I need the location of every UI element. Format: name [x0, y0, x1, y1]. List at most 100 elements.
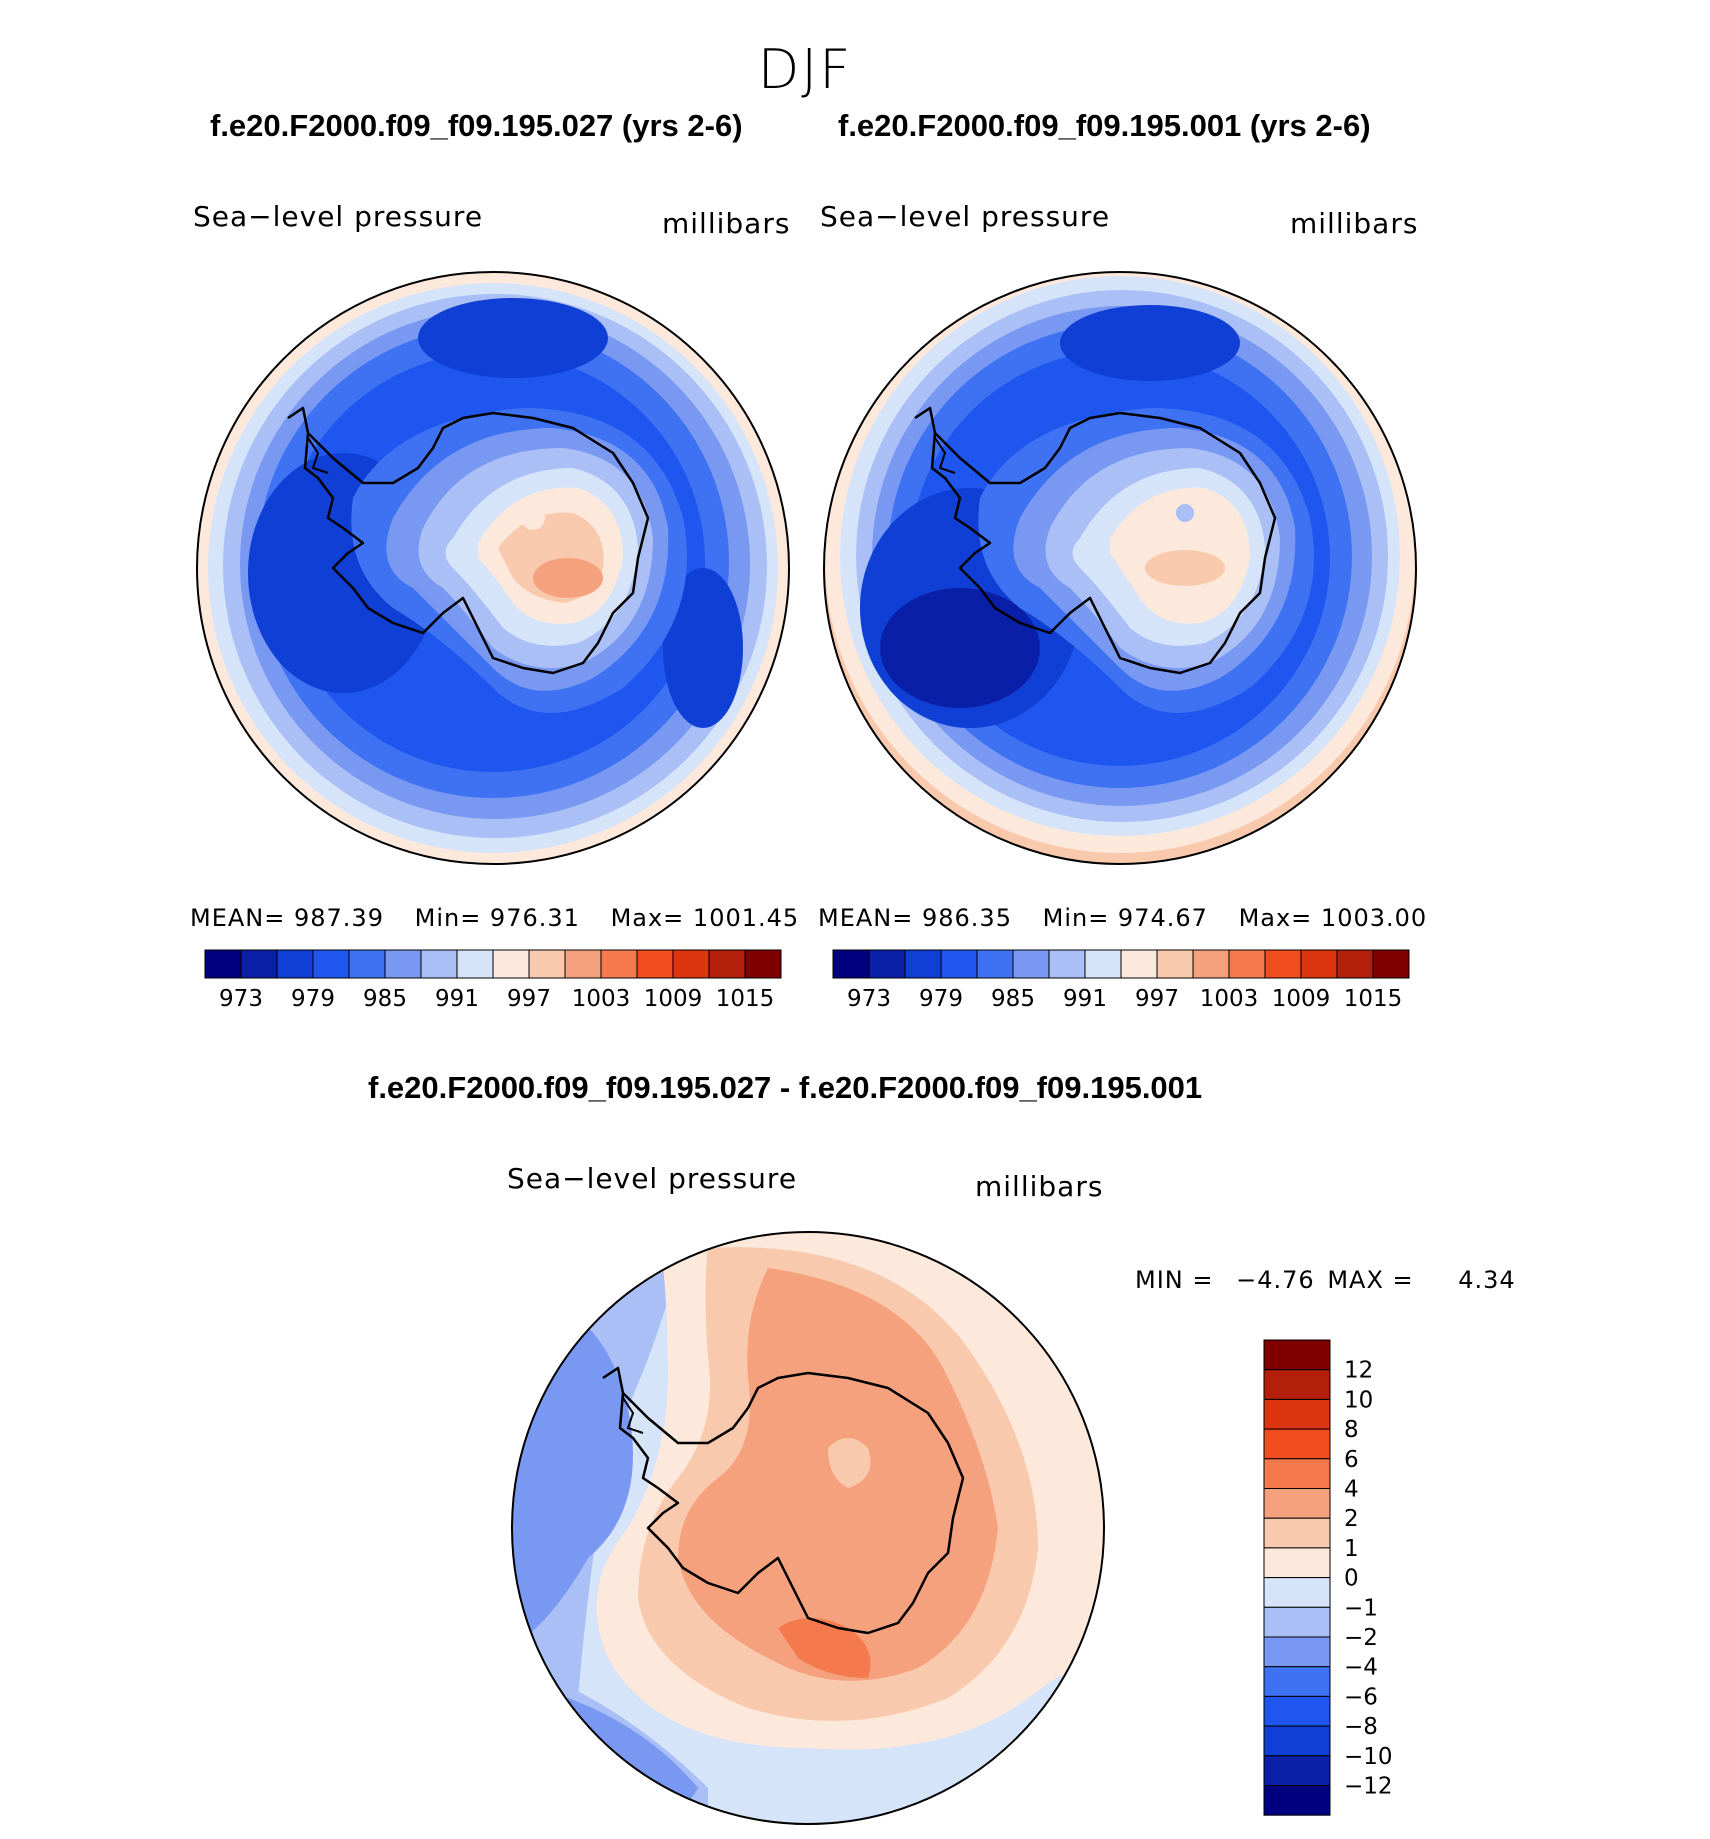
diff-max-value: 4.34 — [1458, 1266, 1516, 1294]
diff-units: millibars — [975, 1170, 1104, 1203]
diff-variable: Sea−level pressure — [507, 1162, 798, 1195]
diff-colorbar-tick-label: 1 — [1344, 1536, 1359, 1562]
panel-2-colorbar-swatch — [1012, 949, 1050, 979]
diff-colorbar-tick-label: −6 — [1344, 1684, 1378, 1710]
diff-colorbar-tick-label: −2 — [1344, 1625, 1378, 1651]
panel-2-min: Min= 974.67 — [1042, 904, 1208, 932]
panel-1-colorbar: 973 979 985 991 997 1003 1009 1015 — [204, 949, 782, 1012]
panel-2-colorbar-swatch — [904, 949, 942, 979]
panel-2-colorbar-tick-label: 979 — [919, 986, 963, 1012]
panel-2-colorbar-swatch — [832, 949, 870, 979]
panel-1-colorbar-swatch — [600, 949, 638, 979]
diff-min-max: MIN = −4.76 MAX = 4.34 — [1135, 1266, 1516, 1294]
panel-2-title: f.e20.F2000.f09_f09.195.001 (yrs 2-6) — [838, 108, 1371, 143]
panel-2-colorbar: 973 979 985 991 997 1003 1009 1015 — [832, 949, 1410, 1012]
diff-colorbar-tick-label: −10 — [1344, 1744, 1393, 1770]
panel-1-colorbar-swatch — [276, 949, 314, 979]
panel-1-colorbar-swatch — [312, 949, 350, 979]
panel-2-colorbar-tick-label: 997 — [1135, 986, 1179, 1012]
diff-title: f.e20.F2000.f09_f09.195.027 - f.e20.F200… — [368, 1070, 1203, 1105]
panel-1-colorbar-swatch — [528, 949, 566, 979]
diff-max-label: MAX = — [1327, 1266, 1414, 1294]
panel-2-mean: MEAN= 986.35 — [818, 904, 1012, 932]
panel-1-min: Min= 976.31 — [414, 904, 580, 932]
diff-colorbar-swatch — [1263, 1636, 1331, 1668]
panel-2-colorbar-swatch — [1372, 949, 1410, 979]
panel-2-max: Max= 1003.00 — [1238, 904, 1428, 932]
panel-1-colorbar-tick-label: 973 — [219, 986, 263, 1012]
panel-1-colorbar-swatch — [672, 949, 710, 979]
panel-1-max: Max= 1001.45 — [610, 904, 800, 932]
panel-2-colorbar-swatch — [1336, 949, 1374, 979]
panel-2-colorbar-swatch — [1264, 949, 1302, 979]
panel-2-colorbar-swatch — [1228, 949, 1266, 979]
diff-colorbar-swatch — [1263, 1606, 1331, 1638]
panel-1-units: millibars — [662, 207, 791, 240]
panel-1-colorbar-swatch — [240, 949, 278, 979]
panel-1-colorbar-swatch — [384, 949, 422, 979]
diff-colorbar-tick-label: −4 — [1344, 1655, 1378, 1681]
diff-min-value: −4.76 — [1236, 1266, 1315, 1294]
diff-colorbar-swatch — [1263, 1755, 1331, 1786]
panel-1-colorbar-swatch — [564, 949, 602, 979]
diff-colorbar-swatch — [1263, 1428, 1331, 1460]
panel-2-colorbar-tick-label: 985 — [991, 986, 1035, 1012]
diff-colorbar-tick-label: −1 — [1344, 1595, 1378, 1621]
diff-colorbar-tick-label: 2 — [1344, 1506, 1359, 1532]
panel-1-colorbar-tick-label: 985 — [363, 986, 407, 1012]
panel-2-colorbar-tick-label: 991 — [1063, 986, 1107, 1012]
diff-colorbar-swatch — [1263, 1577, 1331, 1608]
diff-colorbar-swatch — [1263, 1458, 1331, 1490]
diff-colorbar-tick-label: −8 — [1344, 1714, 1378, 1740]
diff-colorbar-tick-label: 0 — [1344, 1566, 1359, 1592]
panel-1-colorbar-tick-label: 1009 — [644, 986, 703, 1012]
panel-1-colorbar-tick-label: 991 — [435, 986, 479, 1012]
panel-1-colorbar-swatch — [636, 949, 674, 979]
season-title: DJF — [757, 38, 853, 101]
panel-2-colorbar-tick-label: 973 — [847, 986, 891, 1012]
panel-1-colorbar-swatch — [744, 949, 782, 979]
diff-colorbar-swatch — [1263, 1369, 1331, 1400]
panel-2-colorbar-swatch — [1192, 949, 1230, 979]
diff-colorbar-swatch — [1263, 1785, 1331, 1816]
panel-1-title: f.e20.F2000.f09_f09.195.027 (yrs 2-6) — [210, 108, 743, 143]
diff-map — [511, 1231, 1105, 1825]
diff-colorbar-tick-label: 10 — [1344, 1387, 1373, 1413]
panel-2-colorbar-tick-label: 1015 — [1344, 986, 1403, 1012]
diff-colorbar-swatch — [1263, 1725, 1331, 1757]
diff-colorbar-swatch — [1263, 1547, 1331, 1579]
panel-1-colorbar-tick-label: 997 — [507, 986, 551, 1012]
panel-1-colorbar-swatch — [204, 949, 242, 979]
panel-2-map — [823, 271, 1417, 865]
panel-2-units: millibars — [1290, 207, 1419, 240]
panel-1-colorbar-tick-label: 1003 — [572, 986, 631, 1012]
panel-2-colorbar-swatch — [1048, 949, 1086, 979]
diff-colorbar-swatch — [1263, 1666, 1331, 1697]
diff-colorbar-tick-label: 8 — [1344, 1417, 1359, 1443]
panel-1-map — [196, 271, 790, 865]
panel-1-colorbar-tick-label: 1015 — [716, 986, 775, 1012]
diff-colorbar-swatch — [1263, 1398, 1331, 1430]
panel-1-colorbar-swatch — [708, 949, 746, 979]
panel-2-variable: Sea−level pressure — [820, 200, 1111, 233]
panel-2-colorbar-tick-label: 1003 — [1200, 986, 1259, 1012]
panel-2-colorbar-swatch — [1300, 949, 1338, 979]
diff-colorbar-swatch — [1263, 1488, 1331, 1519]
panel-1-colorbar-swatch — [348, 949, 386, 979]
panel-2-colorbar-swatch — [1084, 949, 1122, 979]
diff-colorbar-tick-label: 4 — [1344, 1477, 1359, 1503]
panel-2-colorbar-swatch — [868, 949, 906, 979]
panel-2-colorbar-swatch — [940, 949, 978, 979]
panel-1-colorbar-swatch — [456, 949, 494, 979]
panel-2-colorbar-swatch — [976, 949, 1014, 979]
panel-2-colorbar-tick-label: 1009 — [1272, 986, 1331, 1012]
panel-1-colorbar-tick-label: 979 — [291, 986, 335, 1012]
panel-1-mean: MEAN= 987.39 — [190, 904, 384, 932]
panel-1-colorbar-swatch — [492, 949, 530, 979]
diff-colorbar-tick-label: 12 — [1344, 1358, 1373, 1384]
panel-2-colorbar-swatch — [1156, 949, 1194, 979]
panel-1-colorbar-swatch — [420, 949, 458, 979]
panel-2-colorbar-swatch — [1120, 949, 1158, 979]
diff-colorbar-swatch — [1263, 1517, 1331, 1549]
